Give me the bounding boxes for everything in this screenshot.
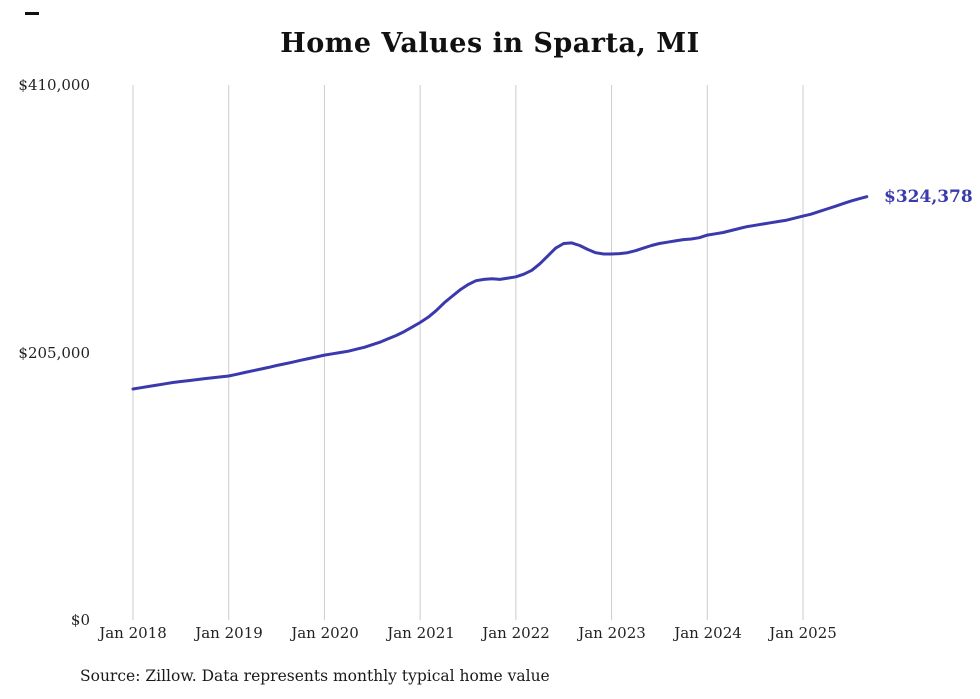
x-tick-jan-2020: Jan 2020	[291, 624, 359, 642]
source-note: Source: Zillow. Data represents monthly …	[80, 667, 550, 685]
y-tick-0: $0	[70, 611, 90, 629]
x-tick-jan-2024: Jan 2024	[674, 624, 742, 642]
x-tick-jan-2021: Jan 2021	[387, 624, 455, 642]
x-tick-jan-2025: Jan 2025	[769, 624, 837, 642]
top-left-mark	[25, 12, 39, 15]
y-tick-410000: $410,000	[18, 76, 90, 94]
home-value-series-line	[131, 195, 869, 391]
x-tick-jan-2023: Jan 2023	[578, 624, 646, 642]
x-tick-jan-2019: Jan 2019	[195, 624, 263, 642]
x-tick-jan-2018: Jan 2018	[99, 624, 167, 642]
y-tick-205000: $205,000	[18, 344, 90, 362]
latest-value-label: $324,378	[884, 187, 973, 207]
x-tick-jan-2022: Jan 2022	[482, 624, 550, 642]
chart-title: Home Values in Sparta, MI	[280, 28, 700, 59]
